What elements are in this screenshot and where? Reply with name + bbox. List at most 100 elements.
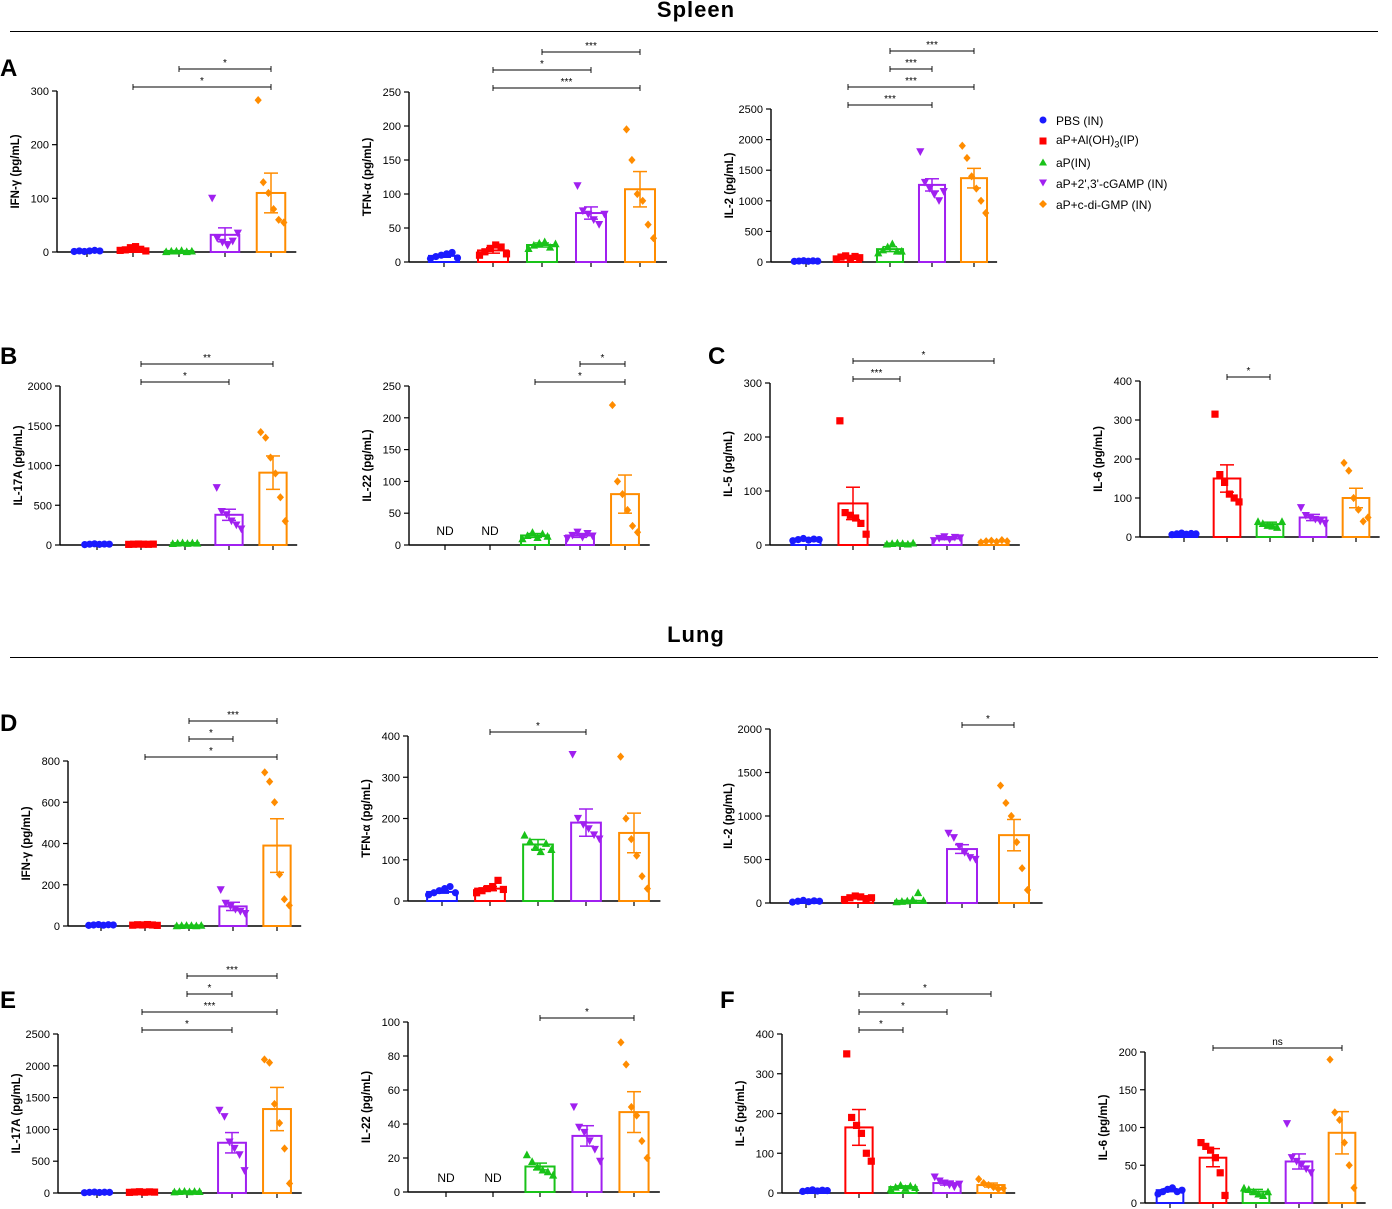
data-point — [934, 197, 944, 205]
data-point — [1023, 885, 1032, 895]
data-point — [857, 519, 865, 527]
data-point — [149, 540, 157, 548]
data-point — [483, 885, 491, 893]
data-point — [914, 888, 923, 897]
data-point — [221, 899, 230, 908]
data-point — [240, 1167, 249, 1175]
data-point — [1302, 1165, 1311, 1174]
data-point — [956, 534, 965, 543]
data-point — [148, 921, 156, 929]
data-point — [140, 1188, 149, 1196]
data-point — [888, 239, 897, 248]
data-point — [911, 1183, 920, 1192]
data-point — [528, 1157, 537, 1165]
data-point — [143, 920, 152, 929]
data-point — [236, 907, 245, 916]
data-point — [275, 1118, 284, 1128]
legend-item: aP+Al(OH)3(IP) — [1038, 131, 1167, 152]
data-point — [226, 902, 235, 911]
data-point — [432, 252, 440, 261]
data-point — [857, 893, 865, 901]
y-tick-label: 0 — [1126, 532, 1132, 544]
y-tick-label: 1000 — [26, 1124, 50, 1136]
data-point — [852, 514, 860, 522]
data-point — [275, 215, 283, 224]
data-point — [543, 1167, 552, 1176]
data-point — [595, 835, 604, 844]
data-point — [96, 247, 104, 255]
chart-12: 0 20 40 60 80 100 IL-22 (pg/mL) ND ND * — [361, 1007, 660, 1199]
y-tick-label: 500 — [745, 226, 763, 238]
nd-label: ND — [484, 1171, 502, 1185]
legend-label: aP+c-di-GMP (IN) — [1056, 197, 1152, 212]
data-point — [259, 178, 267, 187]
data-point — [1282, 1120, 1292, 1128]
chart-9: 0 100 200 300 400 TFN-α (pg/mL) * — [361, 721, 661, 908]
data-point — [1316, 517, 1325, 526]
data-point — [867, 1157, 875, 1165]
sig-label: * — [1247, 366, 1251, 377]
data-point — [968, 172, 976, 181]
data-point — [475, 251, 484, 259]
sig-label: * — [585, 1007, 589, 1018]
data-point — [492, 241, 500, 249]
data-point — [982, 537, 990, 546]
y-tick-label: 400 — [382, 731, 400, 743]
data-point — [643, 1153, 651, 1163]
data-point — [134, 921, 142, 929]
y-tick-label: 600 — [42, 797, 60, 809]
data-point — [481, 248, 489, 256]
y-tick-label: 50 — [389, 508, 401, 520]
data-point — [883, 242, 892, 251]
data-point — [257, 428, 265, 437]
data-point — [633, 528, 642, 537]
data-point — [213, 234, 222, 243]
data-point — [878, 245, 888, 254]
data-point — [150, 1188, 159, 1196]
data-point — [223, 241, 232, 250]
legend-marker — [1038, 114, 1056, 128]
data-point — [177, 246, 186, 254]
nd-label: ND — [481, 524, 499, 538]
data-point — [262, 433, 270, 442]
data-point — [1230, 494, 1238, 502]
sig-label: * — [185, 1019, 189, 1030]
data-point — [138, 921, 147, 929]
data-point — [536, 847, 545, 856]
data-point — [846, 254, 854, 262]
data-point — [551, 239, 560, 248]
data-point — [585, 1137, 594, 1146]
data-point — [502, 250, 511, 258]
y-tick-label: 100 — [31, 193, 49, 205]
y-tick-label: 1500 — [28, 421, 52, 433]
data-point — [520, 830, 529, 839]
data-point — [105, 1188, 114, 1196]
data-point — [525, 837, 535, 845]
data-point — [529, 240, 538, 249]
data-point — [1002, 798, 1010, 808]
data-point — [1345, 1161, 1353, 1170]
data-point — [617, 752, 625, 761]
data-point — [584, 210, 593, 219]
data-point — [935, 1177, 944, 1186]
data-point — [478, 887, 486, 895]
data-point — [1216, 1169, 1224, 1177]
y-tick-label: 0 — [757, 257, 763, 269]
data-point — [446, 882, 454, 891]
data-point — [524, 244, 533, 252]
sig-label: * — [209, 746, 213, 757]
data-point — [216, 886, 225, 895]
data-point — [1207, 1146, 1215, 1154]
data-point — [846, 511, 854, 519]
data-point — [987, 536, 995, 545]
data-point — [613, 477, 622, 486]
data-point — [1311, 515, 1320, 524]
data-point — [1340, 1138, 1348, 1147]
data-point — [1301, 511, 1310, 520]
data-point — [805, 898, 813, 906]
data-point — [1364, 513, 1372, 522]
y-tick-label: 40 — [388, 1119, 400, 1131]
data-point — [499, 885, 507, 894]
data-point — [919, 896, 928, 904]
